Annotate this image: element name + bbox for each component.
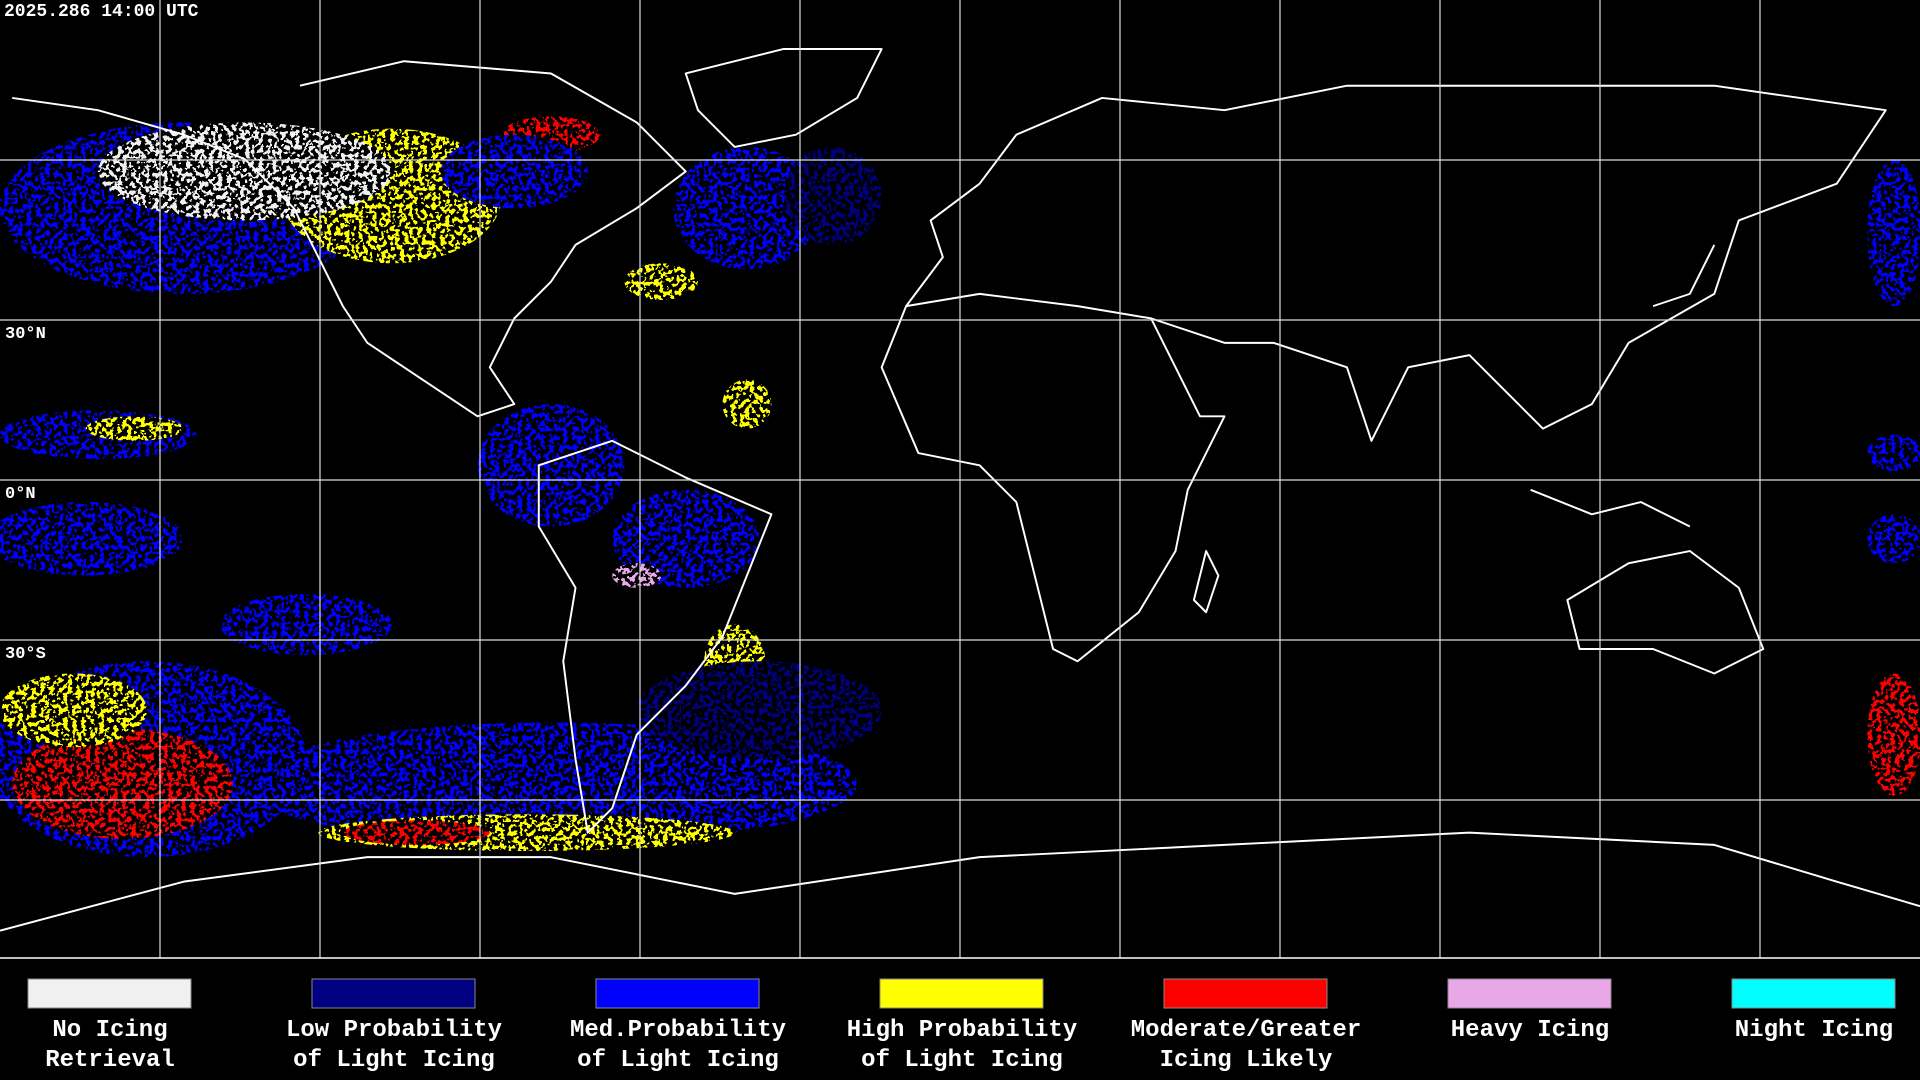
- icing-area: [0, 502, 184, 576]
- coastline: [1566, 550, 1765, 675]
- legend-label: of Light Icing: [861, 1047, 1063, 1074]
- icing-area: [85, 416, 184, 441]
- coastline: [0, 831, 1920, 932]
- legend-label: Icing Likely: [1160, 1047, 1333, 1074]
- icing-area: [1867, 434, 1920, 472]
- icing-area: [342, 820, 490, 845]
- icing-area: [440, 134, 588, 209]
- coastline: [880, 292, 1226, 663]
- icing-area: [722, 379, 772, 429]
- icing-area: [636, 661, 882, 760]
- timestamp: 2025.286 14:00 UTC: [4, 2, 199, 22]
- icing-area: [220, 593, 392, 656]
- legend-swatch: [1731, 978, 1896, 1009]
- legend: No Icing Retrieval Low Probability of Light…: [27, 978, 1896, 1074]
- legend-swatch: [1447, 978, 1612, 1009]
- latitude-label: 30°S: [5, 645, 46, 664]
- legend-label: No Icing: [52, 1017, 167, 1044]
- legend-swatch: [595, 978, 760, 1009]
- icing-area: [1867, 673, 1920, 796]
- legend-swatch: [27, 978, 192, 1009]
- coastline: [1192, 550, 1220, 614]
- legend-swatch: [1163, 978, 1328, 1009]
- legend-label: Moderate/Greater: [1131, 1017, 1361, 1044]
- coastline: [12, 60, 687, 418]
- legend-label: Retrieval: [45, 1047, 175, 1074]
- legend-label: Heavy Icing: [1451, 1017, 1609, 1044]
- legend-panel: [0, 958, 1920, 1080]
- legend-label: of Light Icing: [577, 1047, 779, 1074]
- icing-area: [97, 122, 392, 221]
- legend-swatch: [311, 978, 476, 1009]
- latitude-label: 0°N: [5, 485, 36, 504]
- coastline: [537, 439, 773, 834]
- icing-area: [673, 146, 821, 270]
- coastline: [1530, 488, 1691, 528]
- latitude-labels: 30°N 0°N 30°S: [5, 325, 46, 664]
- icing-area: [783, 146, 882, 245]
- icing-area: [612, 563, 662, 588]
- coastlines: [0, 48, 1920, 932]
- legend-label: of Light Icing: [293, 1047, 495, 1074]
- legend-label: Night Icing: [1735, 1017, 1893, 1044]
- legend-label: Low Probability: [286, 1017, 502, 1044]
- legend-label: Med.Probability: [570, 1017, 786, 1044]
- graticule: [0, 0, 1920, 958]
- icing-area: [12, 728, 233, 839]
- icing-area: [1867, 514, 1920, 564]
- coastline: [905, 84, 1887, 442]
- icing-area: [612, 489, 760, 588]
- icing-area: [0, 673, 147, 747]
- icing-area: [477, 404, 625, 527]
- icing-field: [0, 116, 1920, 858]
- icing-area: [1867, 159, 1920, 307]
- legend-label: High Probability: [847, 1017, 1077, 1044]
- icing-area: [624, 263, 698, 301]
- latitude-label: 30°N: [5, 325, 46, 344]
- legend-swatch: [879, 978, 1044, 1009]
- coastline: [1652, 244, 1716, 308]
